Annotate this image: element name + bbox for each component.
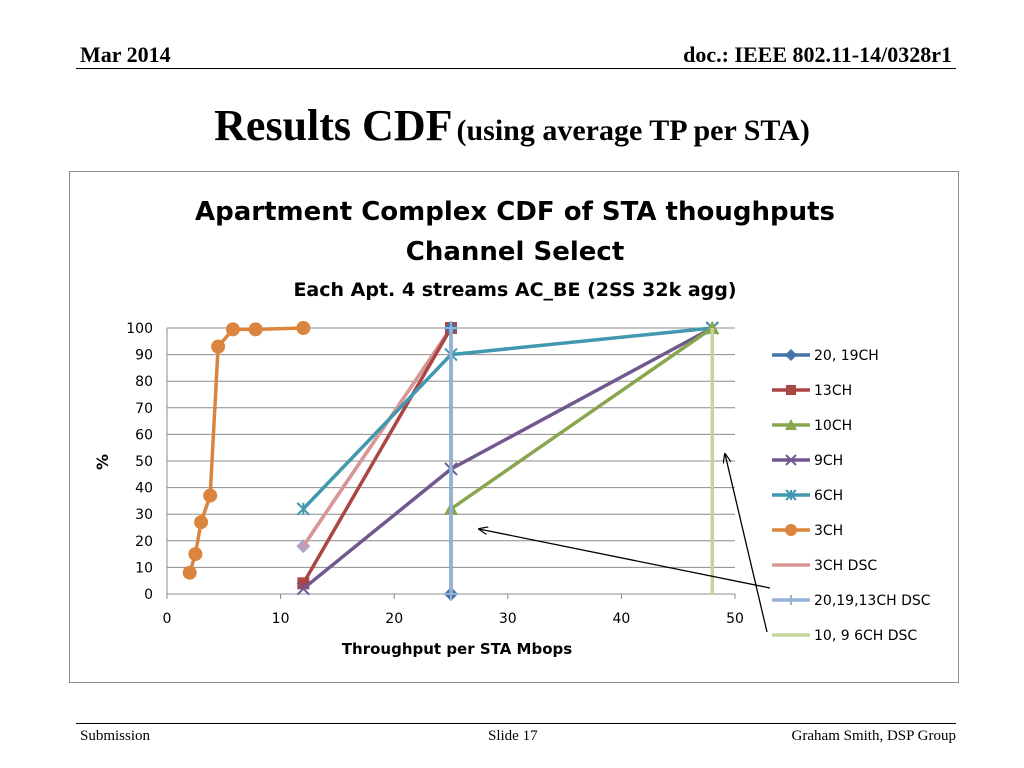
- legend-swatch-marker: [785, 454, 797, 466]
- header-date: Mar 2014: [80, 42, 171, 67]
- y-tick-label: 50: [135, 454, 153, 470]
- series-line: [301, 327, 453, 548]
- legend-item: 3CH DSC: [772, 558, 877, 574]
- series-5: [182, 321, 311, 580]
- legend-swatch-marker: [785, 489, 797, 501]
- data-point: [225, 322, 240, 337]
- x-tick-label: 30: [499, 611, 517, 627]
- y-tick-label: 100: [126, 321, 153, 337]
- footer-submission: Submission: [80, 728, 151, 744]
- series-line: [450, 326, 714, 511]
- data-point: [296, 581, 311, 596]
- legend-label: 13CH: [814, 383, 852, 399]
- x-tick-label: 40: [612, 611, 630, 627]
- legend-item: 20,19,13CH DSC: [772, 593, 931, 609]
- x-axis-label: Throughput per STA Mbops: [342, 640, 572, 658]
- legend-item: 13CH: [772, 383, 852, 399]
- y-tick-label: 40: [135, 481, 153, 497]
- series-line: [301, 327, 453, 585]
- y-axis-label: %: [93, 454, 112, 470]
- y-tick-label: 20: [135, 534, 153, 550]
- data-point: [188, 547, 203, 562]
- y-tick-label: 70: [135, 401, 153, 417]
- legend-swatch-marker: [785, 419, 797, 430]
- footer-slide-number: Slide 17: [488, 728, 538, 744]
- legend-label: 3CH: [814, 523, 843, 539]
- series-3: [296, 321, 719, 596]
- legend-label: 3CH DSC: [814, 558, 877, 574]
- data-point: [705, 321, 720, 334]
- legend-swatch-marker: [785, 349, 797, 361]
- series-line: [302, 326, 713, 511]
- x-tick-label: 20: [385, 611, 403, 627]
- footer-rule: [76, 723, 956, 724]
- legend-item: 20, 19CH: [772, 348, 879, 364]
- x-tick-label: 0: [163, 611, 172, 627]
- x-tick-label: 50: [726, 611, 744, 627]
- data-point: [194, 515, 209, 530]
- data-point: [296, 502, 311, 516]
- chart-subtitle: Channel Select: [406, 237, 625, 267]
- annotation-arrow: [479, 529, 771, 589]
- data-point: [203, 488, 218, 503]
- data-point: [211, 339, 226, 354]
- slide-title-main: Results CDF: [214, 101, 453, 150]
- series-1: [297, 322, 457, 590]
- legend-label: 10, 9 6CH DSC: [814, 628, 917, 644]
- chart-subtitle-2: Each Apt. 4 streams AC_BE (2SS 32k agg): [293, 279, 736, 301]
- legend-item: 9CH: [772, 453, 843, 469]
- y-tick-label: 10: [135, 560, 153, 576]
- cdf-chart: Apartment Complex CDF of STA thoughputs C…: [93, 197, 931, 658]
- legend-label: 10CH: [814, 418, 852, 434]
- y-tick-label: 30: [135, 507, 153, 523]
- data-point: [248, 322, 263, 337]
- chart-frame: Apartment Complex CDF of STA thoughputs C…: [69, 171, 959, 683]
- y-tick-label: 80: [135, 374, 153, 390]
- footer-author: Graham Smith, DSP Group: [791, 728, 956, 744]
- legend-item: 6CH: [772, 488, 843, 504]
- legend-swatch-marker: [786, 595, 796, 605]
- legend-label: 6CH: [814, 488, 843, 504]
- data-point: [182, 565, 197, 580]
- chart-title: Apartment Complex CDF of STA thoughputs: [195, 197, 835, 227]
- slide-title: Results CDF (using average TP per STA): [0, 100, 1024, 151]
- data-point: [445, 322, 457, 334]
- legend-label: 9CH: [814, 453, 843, 469]
- data-point: [445, 588, 457, 600]
- legend-item: 10CH: [772, 418, 852, 434]
- annotation-arrow: [725, 454, 768, 633]
- y-tick-label: 90: [135, 348, 153, 364]
- legend-label: 20,19,13CH DSC: [814, 593, 931, 609]
- slide-title-sub: (using average TP per STA): [456, 114, 810, 147]
- y-tick-label: 60: [135, 427, 153, 443]
- legend-item: 10, 9 6CH DSC: [772, 628, 917, 644]
- series-line: [188, 326, 304, 574]
- legend-swatch-marker: [786, 385, 796, 395]
- x-tick-label: 10: [272, 611, 290, 627]
- y-tick-label: 0: [144, 587, 153, 603]
- data-point: [296, 321, 311, 335]
- legend-label: 20, 19CH: [814, 348, 879, 364]
- series-6: [301, 327, 453, 548]
- header-doc-id: doc.: IEEE 802.11-14/0328r1: [683, 42, 952, 67]
- legend-item: 3CH: [772, 523, 843, 539]
- series-7: [445, 322, 457, 600]
- legend-swatch-marker: [785, 524, 797, 536]
- header-rule: [76, 68, 956, 69]
